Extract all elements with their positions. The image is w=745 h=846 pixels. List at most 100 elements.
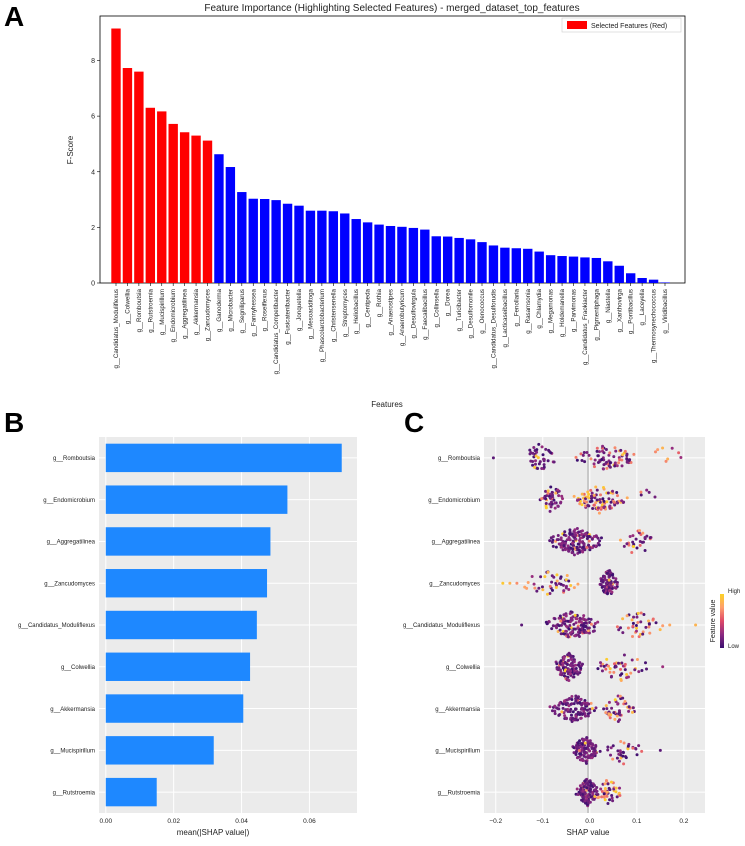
chart-c-point [664, 459, 668, 463]
chart-c-point [584, 618, 588, 622]
chart-c-point [620, 464, 624, 468]
chart-c-point [611, 573, 615, 577]
chart-c-point [575, 745, 579, 749]
chart-c-point [644, 625, 648, 629]
chart-c-point [605, 794, 609, 798]
chart-c-point [626, 626, 630, 630]
chart-b-x-tick-label: 0.06 [303, 818, 316, 825]
chart-c-point [592, 752, 596, 756]
chart-c-point [573, 528, 577, 532]
chart-c-point [595, 449, 599, 453]
chart-c-y-tick-label: g__Colwellia [446, 665, 481, 671]
chart-c-point [618, 793, 622, 797]
chart-c-point [552, 460, 556, 464]
chart-c-point [635, 615, 639, 619]
chart-c-point [548, 539, 552, 543]
chart-a-bar [374, 224, 384, 283]
chart-c-point [540, 497, 544, 501]
chart-c-point [606, 748, 610, 752]
chart-c-point [582, 614, 586, 618]
chart-a-bar [580, 257, 590, 283]
chart-a-x-tick-label: g__Candidatus_Competibacter [273, 289, 280, 374]
chart-c-point [552, 498, 556, 502]
chart-c-point [625, 457, 629, 461]
chart-c-point [636, 621, 640, 625]
chart-c-point [584, 624, 588, 628]
chart-c-point [599, 664, 603, 668]
chart-c-point [567, 546, 571, 550]
chart-c-point [561, 583, 565, 587]
chart-c-point [596, 667, 600, 671]
chart-c-point [590, 747, 594, 751]
chart-c-point [508, 581, 512, 585]
chart-a-x-tick-label: g__Anaerostipes [388, 289, 395, 335]
chart-c-point [579, 452, 583, 456]
chart-c-point [583, 712, 587, 716]
chart-c-point [578, 745, 582, 749]
chart-b-y-tick-label: g__Aggregatilinea [47, 540, 96, 546]
chart-a-x-tick-label: g__Desulfomonile [468, 288, 475, 338]
chart-b-y-tick-label: g__Zancudomyces [44, 581, 95, 587]
chart-c-point [553, 712, 557, 716]
chart-c-point [550, 490, 554, 494]
chart-c-point [608, 465, 612, 469]
chart-c-point [575, 670, 579, 674]
chart-c-point [579, 697, 583, 701]
chart-c-point [612, 711, 616, 715]
chart-c-point [584, 532, 588, 536]
chart-c-point [602, 664, 606, 668]
chart-c-point [587, 539, 591, 543]
chart-c-point [635, 753, 639, 757]
panel-c-label: C [404, 407, 424, 438]
chart-c-point [569, 616, 573, 620]
chart-c-point [580, 798, 584, 802]
chart-c-point [560, 541, 564, 545]
chart-c-point [605, 460, 609, 464]
chart-c-point [583, 497, 587, 501]
chart-c-point [614, 790, 618, 794]
chart-c-point [575, 718, 579, 722]
chart-c-point [587, 492, 591, 496]
chart-c-y-tick-label: g__Zancudomyces [429, 581, 480, 587]
chart-a-x-tick-label: g__Fusicatenibacter [285, 289, 292, 345]
chart-a-y-tick-label: 8 [91, 58, 95, 65]
chart-c-point [631, 621, 635, 625]
chart-c-point [625, 496, 629, 500]
chart-c-point [595, 446, 599, 450]
chart-c-point [580, 706, 584, 710]
chart-a-y-tick-label: 6 [91, 114, 95, 121]
chart-c-point [589, 488, 593, 492]
chart-a-bar [191, 135, 201, 283]
chart-c-point [542, 457, 546, 461]
chart-c-point [607, 712, 611, 716]
chart-c-point [634, 629, 638, 633]
chart-c-point [656, 448, 660, 452]
chart-c-point [636, 611, 640, 615]
chart-c-point [626, 744, 630, 748]
chart-c-point [581, 617, 585, 621]
chart-a-bar [614, 265, 624, 283]
chart-c-point [603, 782, 607, 786]
chart-c-point [625, 452, 629, 456]
chart-a-bar [214, 154, 224, 283]
chart-b-xlabel: mean(|SHAP value|) [177, 828, 250, 837]
chart-c-point [574, 699, 578, 703]
chart-c-point [654, 621, 658, 625]
chart-c-point [548, 591, 552, 595]
chart-c-point [617, 461, 621, 465]
chart-c-y-tick-label: g__Rutstroemia [438, 790, 481, 796]
chart-c-point [601, 589, 605, 593]
chart-c-point [645, 667, 649, 671]
chart-c-point [536, 467, 540, 471]
chart-c-point [564, 586, 568, 590]
chart-c-point [529, 459, 533, 463]
chart-c-point [606, 782, 610, 786]
chart-c-point [602, 792, 606, 796]
chart-c-point [622, 544, 626, 548]
chart-c-point [592, 709, 596, 713]
chart-c-y-tick-label: g__Candidatus_Moduliflexus [403, 623, 480, 629]
chart-c-point [561, 666, 565, 670]
chart-c-point [575, 787, 579, 791]
chart-a-bar [385, 225, 396, 283]
